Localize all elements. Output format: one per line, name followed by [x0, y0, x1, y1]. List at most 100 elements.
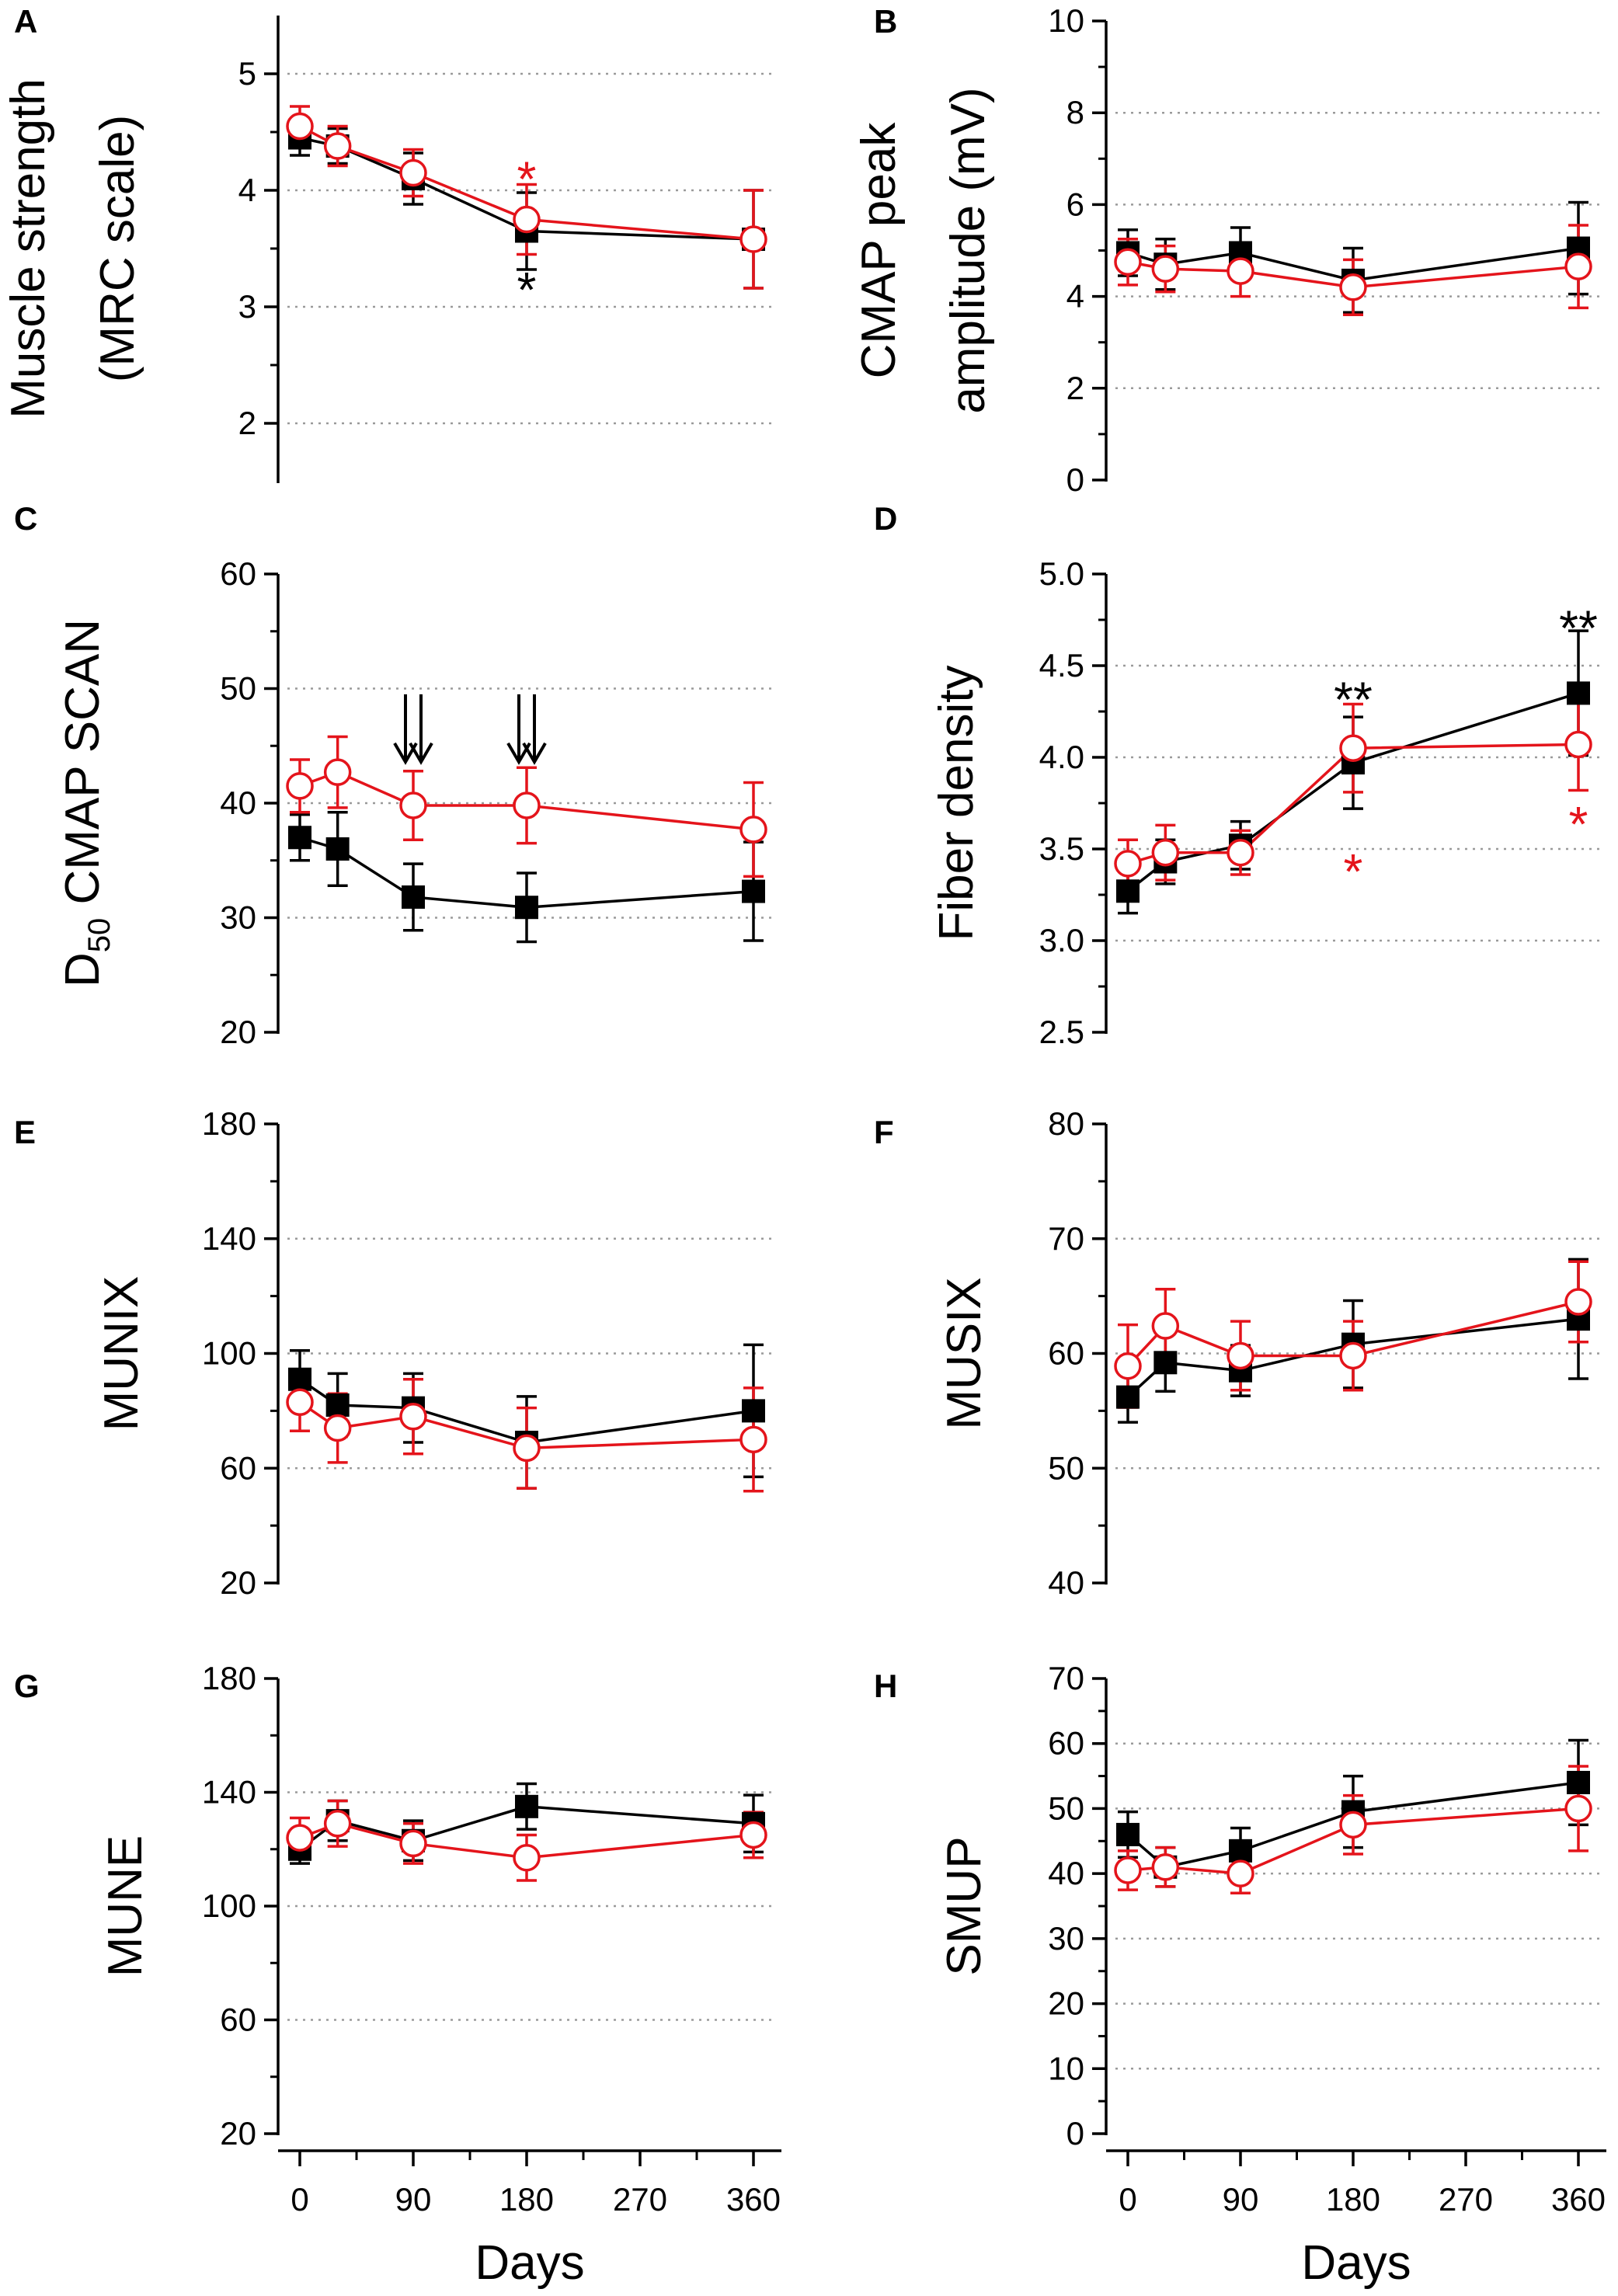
y-tick-label: 50	[220, 670, 256, 707]
y-tick-label: 2.5	[1039, 1014, 1084, 1050]
y-axis-label: MUSIX	[938, 1277, 991, 1429]
y-tick-label: 6	[1066, 186, 1084, 222]
y-axis-label-rest: CMAP SCAN	[56, 619, 110, 918]
significance-marker: *	[517, 151, 537, 207]
y-tick-label: 2	[1066, 370, 1084, 406]
data-point-red	[399, 1403, 427, 1431]
data-point-black	[1116, 1385, 1140, 1409]
y-axis-label: SMUP	[938, 1836, 991, 1975]
data-point-red	[1564, 1794, 1592, 1823]
y-tick-label: 60	[220, 1449, 256, 1486]
data-point-red	[1339, 1811, 1367, 1839]
y-axis-label: D50 CMAP SCAN	[56, 619, 117, 987]
panel-h: H 0 10 20 30 40 50 60 70 0 90 180 270 360 Days SMUP	[874, 1660, 1606, 2290]
data-point-red	[1114, 850, 1142, 878]
data-point-red	[1151, 838, 1180, 867]
y-tick-label: 60	[1048, 1725, 1084, 1762]
data-point-black	[515, 896, 538, 920]
data-point-red	[323, 132, 352, 160]
y-axis-label: MUNE	[99, 1835, 152, 1978]
y-tick-label: 70	[1048, 1660, 1084, 1696]
y-tick-label: 100	[202, 1887, 256, 1924]
panel-e: E 20 60 100 140 180 MUNIX	[14, 1105, 777, 1601]
arrow-head	[409, 742, 433, 765]
y-tick-label: 80	[1048, 1105, 1084, 1142]
y-tick-label: 4.0	[1039, 739, 1084, 775]
panel-label: C	[14, 500, 37, 537]
data-point-black	[1567, 1770, 1590, 1794]
data-point-red	[1114, 1352, 1142, 1380]
data-point-red	[1227, 838, 1254, 867]
y-tick-label: 3.5	[1039, 830, 1084, 867]
data-point-red	[399, 1829, 427, 1858]
x-tick-label: 180	[499, 2181, 554, 2218]
data-point-black	[1153, 1351, 1178, 1375]
significance-marker: *	[1569, 796, 1588, 852]
y-tick-label: 180	[202, 1105, 256, 1142]
y-tick-label: 40	[1048, 1564, 1084, 1601]
y-tick-label: 60	[220, 555, 256, 592]
data-point-red	[1227, 257, 1254, 285]
panel-a: A 2 3 4 5 Muscle strength (MRC scale) * *	[2, 3, 777, 483]
y-tick-label: 0	[1066, 461, 1084, 498]
data-point-red	[399, 791, 427, 819]
y-axis-label-main: D	[56, 952, 110, 987]
data-point-red	[739, 225, 767, 253]
panel-label: F	[874, 1114, 894, 1150]
y-axis-label: MUNIX	[95, 1276, 148, 1432]
panel-f: F 40 50 60 70 80 MUSIX	[874, 1105, 1602, 1601]
data-point-red	[286, 1388, 314, 1417]
y-tick-label: 140	[202, 1774, 256, 1811]
y-tick-label: 20	[1048, 1985, 1084, 2022]
panel-label: G	[14, 1668, 40, 1704]
x-axis-label: Days	[475, 2236, 584, 2290]
x-tick-label: 270	[1439, 2181, 1493, 2218]
y-tick-label: 50	[1048, 1790, 1084, 1826]
panel-label: H	[874, 1668, 897, 1704]
x-tick-label: 90	[395, 2181, 432, 2218]
data-point-red	[286, 112, 314, 141]
significance-marker: **	[1334, 671, 1373, 727]
y-tick-label: 3	[238, 288, 256, 325]
data-point-red	[1339, 734, 1367, 762]
y-tick-label: 180	[202, 1660, 256, 1696]
data-point-red	[513, 791, 541, 819]
significance-marker: **	[1559, 600, 1598, 656]
y-tick-label: 70	[1048, 1220, 1084, 1257]
data-point-red	[1151, 1853, 1180, 1881]
data-point-red	[323, 1810, 352, 1838]
y-tick-label: 50	[1048, 1449, 1084, 1486]
data-point-black	[325, 837, 350, 861]
y-axis-label: CMAP peak	[852, 122, 906, 379]
y-tick-label: 30	[1048, 1920, 1084, 1957]
data-point-red	[513, 1434, 541, 1463]
y-tick-label: 40	[1048, 1855, 1084, 1891]
data-point-red	[739, 816, 767, 844]
y-tick-label: 5	[238, 55, 256, 92]
data-point-red	[1339, 273, 1367, 301]
x-tick-label: 0	[1119, 2181, 1136, 2218]
x-tick-label: 270	[613, 2181, 667, 2218]
y-tick-label: 60	[220, 2002, 256, 2038]
significance-marker: *	[517, 262, 537, 318]
data-point-red	[1227, 1859, 1254, 1887]
data-point-black	[325, 1393, 350, 1417]
panel-b: B 0 2 4 6 8 10 CMAP peak amplitude (mV)	[852, 2, 1602, 498]
data-point-red	[1114, 1856, 1142, 1884]
x-tick-label: 360	[1551, 2181, 1606, 2218]
y-tick-label: 100	[202, 1335, 256, 1372]
data-point-red	[739, 1425, 767, 1454]
y-tick-label: 10	[1048, 2, 1084, 39]
data-point-black	[288, 826, 311, 850]
data-point-red	[739, 1821, 767, 1849]
panel-label: E	[14, 1114, 36, 1150]
data-point-red	[1151, 255, 1180, 283]
data-point-red	[1564, 730, 1592, 759]
y-tick-label: 4	[1066, 278, 1084, 315]
data-point-red	[513, 205, 541, 234]
x-tick-label: 90	[1223, 2181, 1259, 2218]
y-axis-label-sub: 50	[82, 918, 117, 953]
